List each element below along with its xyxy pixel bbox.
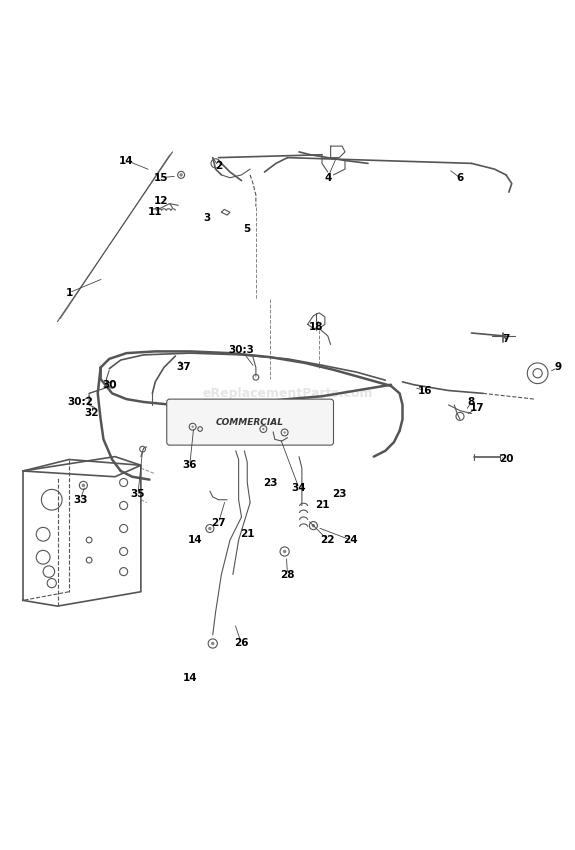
Text: 14: 14 (188, 535, 203, 545)
Circle shape (179, 173, 183, 177)
Text: 4: 4 (324, 173, 331, 183)
Circle shape (283, 431, 286, 434)
Text: 30: 30 (102, 380, 117, 390)
Text: 27: 27 (211, 518, 226, 528)
Text: 8: 8 (468, 397, 475, 407)
Circle shape (208, 527, 212, 530)
Text: 3: 3 (204, 213, 210, 223)
Text: 23: 23 (332, 489, 347, 499)
Text: 6: 6 (457, 173, 463, 183)
Text: 21: 21 (315, 501, 329, 511)
Text: eReplacementParts.com: eReplacementParts.com (202, 387, 373, 399)
Circle shape (262, 428, 264, 430)
Text: 15: 15 (154, 173, 168, 183)
Text: 9: 9 (554, 362, 561, 372)
Text: 5: 5 (244, 224, 251, 235)
Text: 28: 28 (280, 570, 295, 580)
Text: 7: 7 (503, 334, 509, 343)
Text: 17: 17 (470, 403, 485, 413)
Circle shape (283, 550, 286, 553)
Text: 23: 23 (263, 478, 278, 488)
Text: 2: 2 (215, 162, 222, 171)
Text: 18: 18 (309, 322, 324, 332)
Text: 34: 34 (292, 484, 306, 493)
Text: 32: 32 (85, 409, 99, 418)
Text: 37: 37 (177, 362, 191, 372)
Text: 36: 36 (182, 460, 197, 470)
Text: 14: 14 (182, 673, 197, 683)
Text: 12: 12 (154, 196, 168, 206)
Text: 20: 20 (499, 455, 513, 464)
Text: 22: 22 (320, 535, 335, 545)
Text: 14: 14 (119, 156, 134, 166)
Text: 30:2: 30:2 (68, 397, 94, 407)
Circle shape (211, 642, 214, 645)
Text: 26: 26 (234, 638, 249, 649)
Text: COMMERCIAL: COMMERCIAL (216, 417, 284, 427)
Text: 16: 16 (418, 386, 433, 395)
FancyBboxPatch shape (167, 400, 334, 445)
Circle shape (312, 524, 315, 527)
Text: 24: 24 (343, 535, 358, 545)
Circle shape (191, 426, 194, 428)
Text: 35: 35 (131, 489, 145, 499)
Text: 30:3: 30:3 (229, 345, 254, 355)
Text: 33: 33 (73, 495, 88, 505)
Text: 1: 1 (66, 288, 72, 298)
Text: 21: 21 (240, 530, 255, 539)
Circle shape (82, 484, 85, 487)
Text: 11: 11 (148, 207, 163, 218)
